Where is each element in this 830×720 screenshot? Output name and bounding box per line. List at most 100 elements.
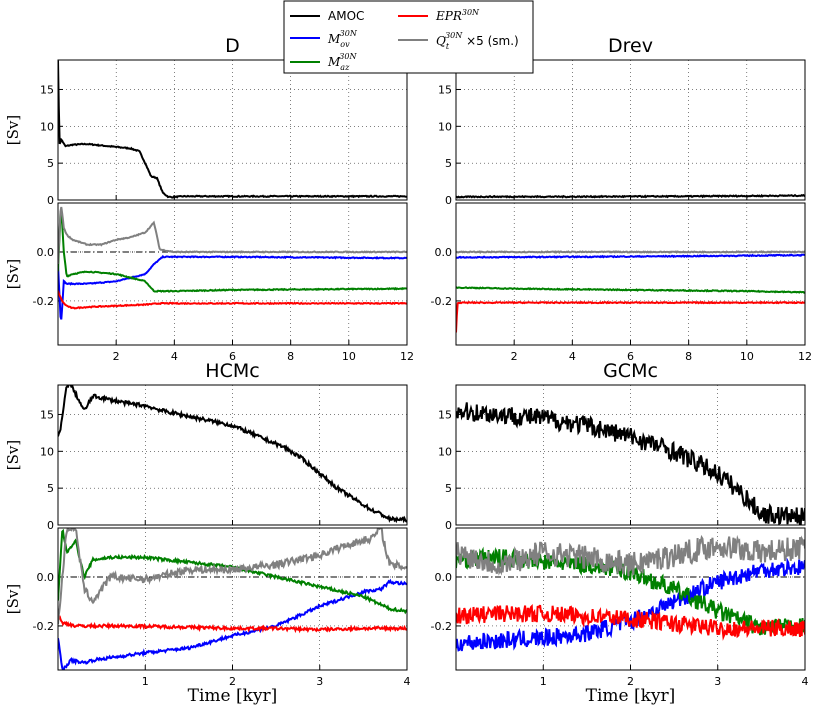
panel-hcmc-bottom-series-epr [58, 614, 407, 634]
panel-drev-top-frame [455, 59, 806, 201]
panel-hcmc-top-ytick-label: 5 [47, 482, 54, 495]
panel-gcmc-xtick-label: 4 [802, 675, 809, 688]
epr-main: EPR [435, 9, 462, 23]
panel-d-bottom-series-epr [58, 290, 407, 310]
panel-gcmc-top-ytick-label: 0 [445, 519, 452, 532]
panel-gcmc-top-ytick-label: 15 [438, 408, 452, 421]
panel-gcmc-bottom-axes: -0.2 0.0 1 2 3 4 [431, 527, 809, 688]
epr-sup: 30N [462, 8, 480, 17]
panel-drev-xtick-label: 8 [685, 350, 692, 363]
panel-gcmc-xtick-label: 3 [714, 675, 721, 688]
panel-d-bottom-ytick-label: 0.0 [37, 246, 55, 259]
panel-gcmc-top-ytick-label: 10 [438, 445, 452, 458]
panel-hcmc-bottom-series-mov [58, 578, 407, 670]
panel-d-bottom-ytick-label: -0.2 [33, 295, 54, 308]
panel-hcmc-bottom-ytick-label: -0.2 [33, 620, 54, 633]
qt-sup: 30N [445, 31, 463, 40]
panel-d-top-series-amoc [58, 60, 407, 199]
panel-drev-top-ytick-label: 15 [438, 83, 452, 96]
maz-sub: az [340, 63, 350, 72]
panel-drev-bottom-series-maz [456, 286, 805, 294]
panel-d-top-ytick-label: 10 [40, 120, 54, 133]
panel-hcmc-xtick-label: 1 [142, 675, 149, 688]
panel-gcmc-bottom-frame [455, 527, 806, 671]
panel-hcmc-xlabel: Time [kyr] [188, 686, 278, 706]
panel-hcmc-bottom-ylabel: [Sv] [4, 584, 22, 614]
panel-d-xtick-label: 2 [113, 350, 120, 363]
panel-d-bottom-series-qt [58, 206, 407, 265]
legend-label-mov: Mov 30N [327, 29, 358, 49]
panel-d-top-ylabel: [Sv] [4, 115, 22, 145]
panel-gcmc-bottom-series-qt [456, 534, 805, 577]
panel-d-top-axes: 0 5 10 15 [40, 59, 408, 207]
panel-hcmc-top-ytick-label: 10 [40, 445, 54, 458]
panel-d-xtick-label: 6 [229, 350, 236, 363]
panel-hcmc-top-ytick-label: 15 [40, 408, 54, 421]
panel-d-xtick-label: 10 [342, 350, 356, 363]
panel-drev-top-ytick-label: 10 [438, 120, 452, 133]
panel-d-top-ytick-label: 5 [47, 157, 54, 170]
legend-frame [283, 0, 534, 74]
panel-d-top-ytick-label: 0 [47, 194, 54, 207]
panel-gcmc-bottom-series-mov [456, 557, 805, 652]
panel-gcmc-title: GCMc [603, 360, 658, 382]
panel-gcmc-bottom-series-epr [456, 604, 805, 641]
panel-drev-xtick-label: 12 [798, 350, 812, 363]
legend-label-maz: Maz 30N [327, 52, 357, 72]
panel-drev-xtick-label: 4 [569, 350, 576, 363]
legend-label-qt: Qt 30N ×5 (sm.) [436, 31, 519, 51]
panel-drev-bottom-series-qt [456, 250, 805, 254]
panel-d-bottom-series-maz [58, 209, 407, 293]
panel-drev-bottom-series-mov [456, 253, 805, 259]
panel-drev-xtick-label: 6 [627, 350, 634, 363]
panel-d-xtick-label: 12 [400, 350, 414, 363]
panel-d-top-ytick-label: 15 [40, 83, 54, 96]
maz-main: M [327, 55, 341, 69]
panel-hcmc-xtick-label: 4 [404, 675, 411, 688]
panel-hcmc-bottom-axes: -0.2 0.0 1 2 3 4 [33, 527, 411, 688]
panel-hcmc-title: HCMc [205, 360, 259, 382]
panel-drev-title: Drev [608, 35, 653, 57]
qt-tail: ×5 (sm.) [462, 34, 518, 48]
panel-drev-top-ytick-label: 0 [445, 194, 452, 207]
panel-hcmc-xtick-label: 2 [229, 675, 236, 688]
panel-drev-bottom-frame [455, 202, 806, 346]
legend: AMOC Mov30N Maz30N EPR30N Qt30N ×5 (sm.) [283, 0, 534, 74]
panel-hcmc-top-frame [57, 384, 408, 526]
panel-hcmc-top-ylabel: [Sv] [4, 440, 22, 470]
panel-hcmc-top-ytick-label: 0 [47, 519, 54, 532]
panel-drev-bottom-series-epr [456, 300, 805, 333]
panel-d-title: D [225, 35, 240, 57]
panel-d-bottom-axes: -0.2 0.0 2 4 6 8 10 12 [33, 202, 414, 363]
panel-drev-top-series-amoc [456, 193, 805, 199]
panel-gcmc-xtick-label: 2 [627, 675, 634, 688]
panel-d-top-frame [57, 59, 408, 201]
panel-gcmc-xtick-label: 1 [540, 675, 547, 688]
panel-gcmc-top-series-amoc [456, 402, 805, 525]
panel-d-bottom-ylabel: [Sv] [4, 259, 22, 289]
panel-drev-bottom-ytick-label: 0.0 [435, 246, 453, 259]
panel-drev-bottom-ytick-label: -0.2 [431, 295, 452, 308]
mov-sup: 30N [340, 29, 358, 38]
panel-gcmc-top-frame [455, 384, 806, 526]
qt-main: Q [436, 34, 446, 48]
panel-gcmc-xlabel: Time [kyr] [586, 686, 676, 706]
panel-gcmc-bottom-ytick-label: -0.2 [431, 620, 452, 633]
panel-hcmc-top-axes: 0 5 10 15 [40, 384, 408, 532]
panel-gcmc-top-ytick-label: 5 [445, 482, 452, 495]
panel-hcmc-bottom-frame [57, 527, 408, 671]
panel-d-xtick-label: 4 [171, 350, 178, 363]
panel-drev-xtick-label: 10 [740, 350, 754, 363]
panel-hcmc-bottom-series-qt [58, 528, 407, 625]
legend-label-epr: EPR30N [435, 8, 480, 23]
panel-d-bottom-series-mov [58, 254, 407, 320]
panel-drev-top-axes: 0 5 10 15 [438, 59, 806, 207]
maz-sup: 30N [339, 52, 357, 61]
qt-sub: t [446, 42, 450, 51]
panel-hcmc-bottom-ytick-label: 0.0 [37, 571, 55, 584]
panel-gcmc-top-axes: 0 5 10 15 [438, 384, 806, 532]
panel-drev-xtick-label: 2 [511, 350, 518, 363]
panel-hcmc-top-series-amoc [58, 385, 407, 524]
panel-gcmc-bottom-ytick-label: 0.0 [435, 571, 453, 584]
